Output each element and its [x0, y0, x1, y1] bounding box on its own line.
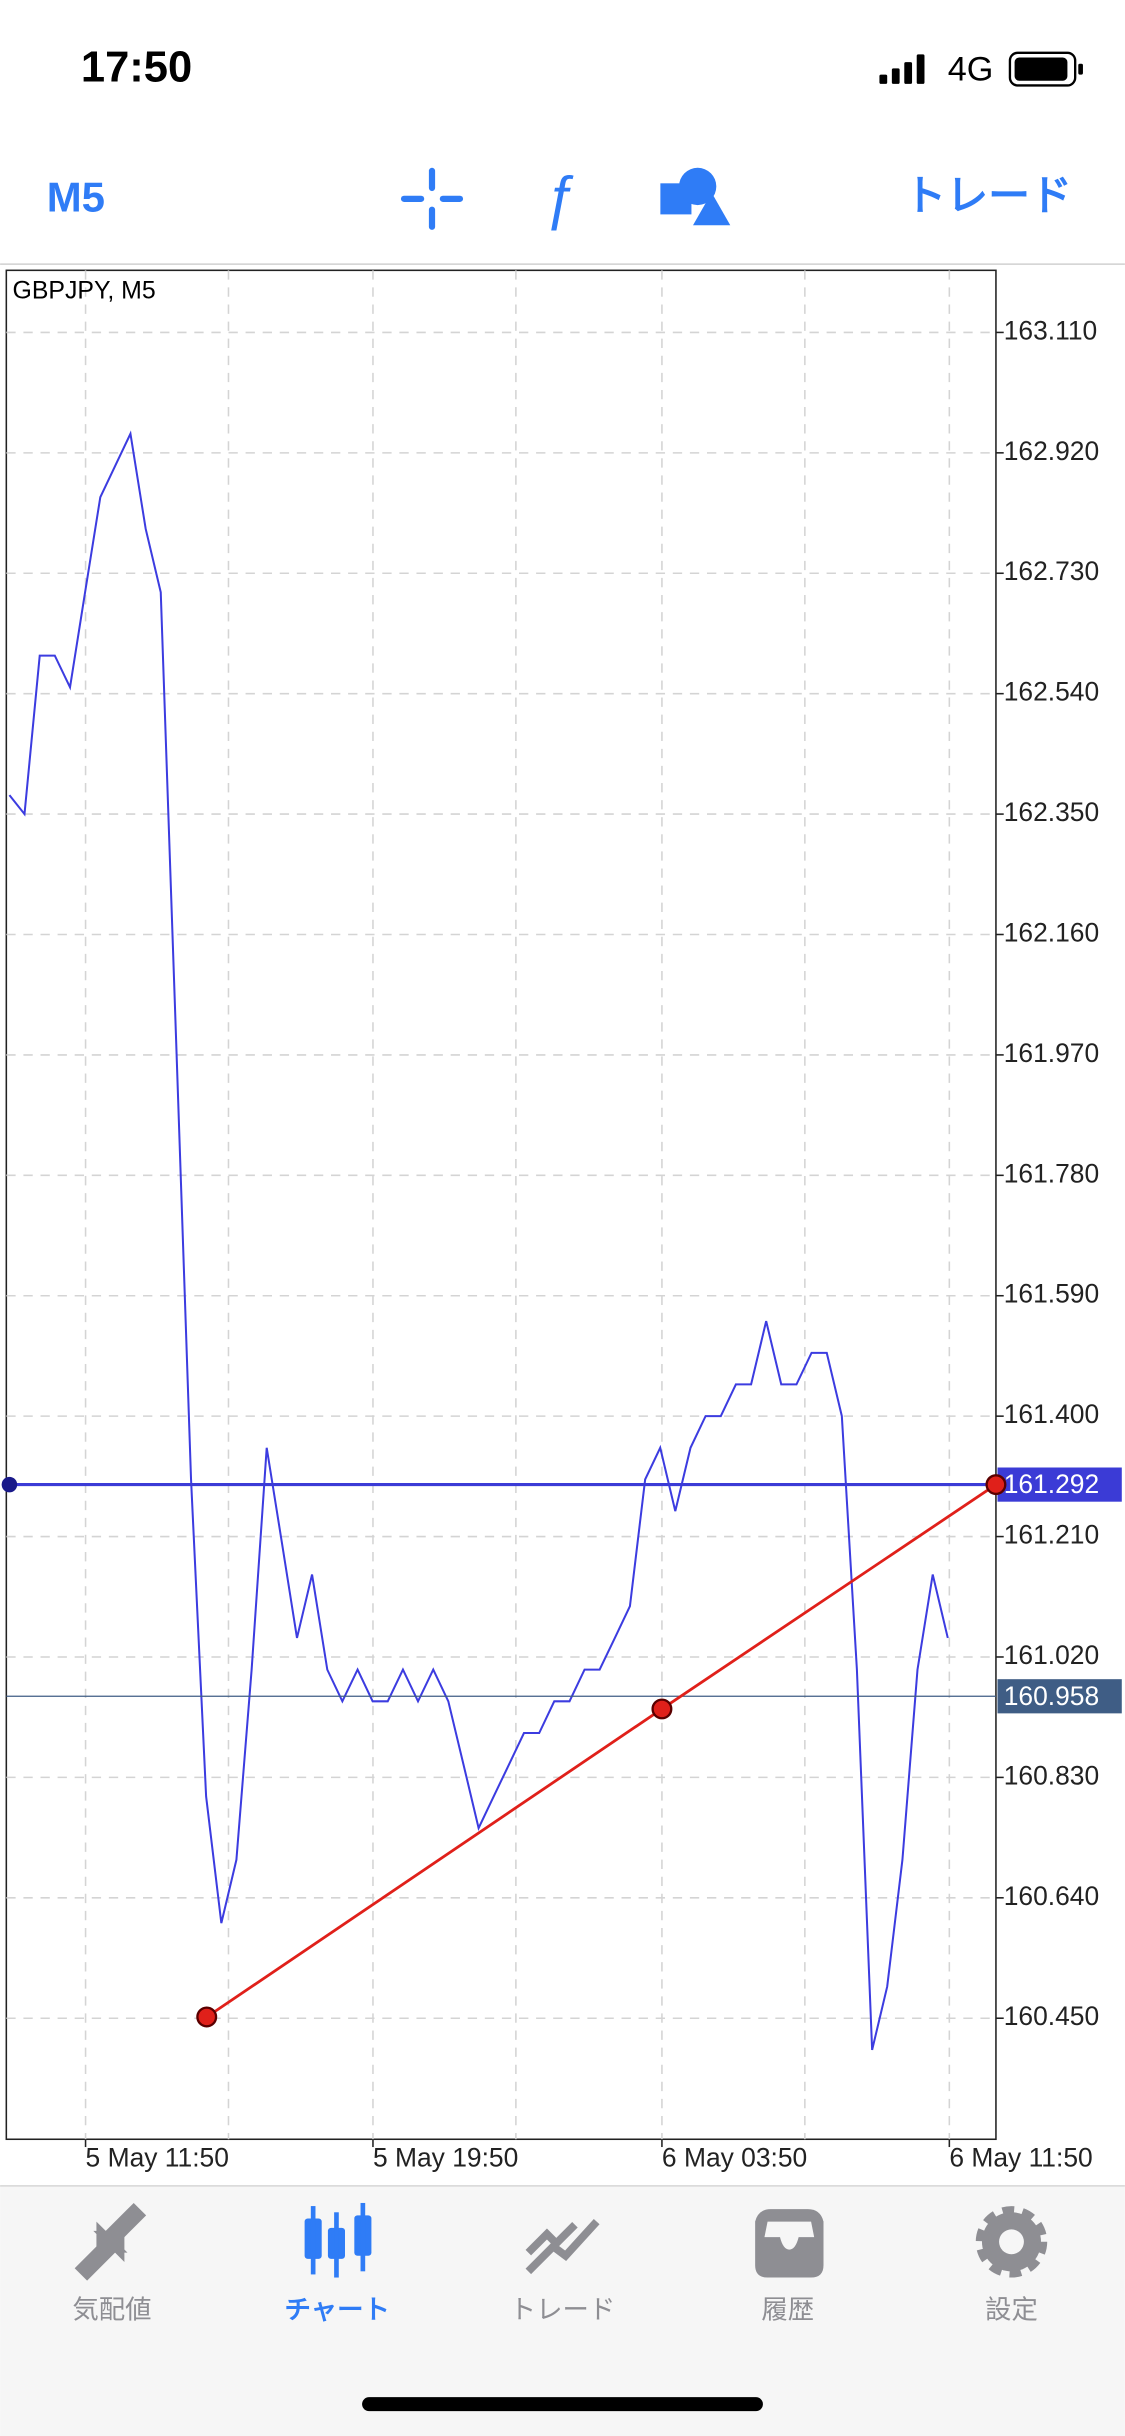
- network-type: 4G: [948, 50, 994, 88]
- chart: GBPJPY, M5 163.110 162.920 162.730 162.540 1…: [1, 269, 1122, 2172]
- y-tick-label: 160.830: [1004, 1760, 1099, 1790]
- y-tick-label: 161.780: [1004, 1158, 1099, 1188]
- home-indicator: [362, 2397, 763, 2412]
- battery-icon: [1008, 51, 1083, 87]
- tab-icons: 気配値 チャート トレード 履歴 設定: [72, 2202, 1048, 2325]
- tab-label[interactable]: チャート: [285, 2295, 390, 2325]
- y-tick-label: 162.160: [1004, 917, 1099, 947]
- y-tick-label: 162.920: [1004, 436, 1099, 466]
- x-tick-label: 6 May 11:50: [949, 2142, 1092, 2172]
- tab-label[interactable]: 気配値: [72, 2295, 151, 2325]
- x-tick-label: 6 May 03:50: [662, 2142, 807, 2172]
- tab-label[interactable]: 設定: [985, 2295, 1038, 2325]
- price-line: [8, 430, 949, 2051]
- plot-frame: [5, 269, 997, 2141]
- trendline-anchor: [985, 1474, 1007, 1496]
- status-time: 17:50: [81, 43, 192, 91]
- signal-icon: [879, 54, 925, 84]
- y-tick-label: 161.400: [1004, 1399, 1099, 1429]
- y-tick-label: 162.350: [1004, 797, 1099, 827]
- current-price-label: 160.958: [1004, 1681, 1099, 1711]
- horizontal-line-box: [997, 1467, 1122, 1502]
- y-tick-label: 162.730: [1004, 556, 1099, 586]
- horizontal-line-label: 161.292: [1004, 1469, 1099, 1499]
- objects-button[interactable]: [660, 167, 731, 226]
- vertical-grid: [84, 270, 951, 2140]
- crosshair-button[interactable]: [400, 167, 464, 230]
- history-icon: [755, 2209, 824, 2278]
- quotes-icon: [74, 2202, 147, 2281]
- tab-bar: [0, 2185, 1125, 2436]
- trade-icon: [525, 2218, 600, 2275]
- y-tick-label: 160.640: [1004, 1881, 1099, 1911]
- trendline-anchor: [196, 2006, 218, 2028]
- x-tick-label: 5 May 19:50: [373, 2142, 518, 2172]
- current-price-box: [997, 1679, 1122, 1714]
- tab-label[interactable]: 履歴: [761, 2295, 814, 2325]
- y-tick-label: 160.450: [1004, 2001, 1099, 2031]
- y-tick-label: 163.110: [1004, 315, 1097, 345]
- chart-icon: [304, 2202, 372, 2278]
- trendline-anchor: [651, 1698, 673, 1720]
- settings-icon: [975, 2206, 1048, 2278]
- symbol-label: GBPJPY, M5: [13, 278, 156, 305]
- y-tick-label: 162.540: [1004, 677, 1099, 707]
- line-anchor: [1, 1476, 18, 1493]
- tab-label[interactable]: トレード: [510, 2295, 616, 2325]
- timeframe-button[interactable]: M5: [47, 173, 105, 220]
- indicators-button[interactable]: ƒ: [543, 165, 576, 231]
- x-tick-label: 5 May 11:50: [86, 2142, 229, 2172]
- y-tick-label: 161.210: [1004, 1520, 1099, 1550]
- y-tick-label: 161.590: [1004, 1279, 1099, 1309]
- y-tick-label: 161.970: [1004, 1038, 1099, 1068]
- trade-button[interactable]: トレード: [904, 172, 1072, 219]
- y-tick-label: 161.020: [1004, 1640, 1099, 1670]
